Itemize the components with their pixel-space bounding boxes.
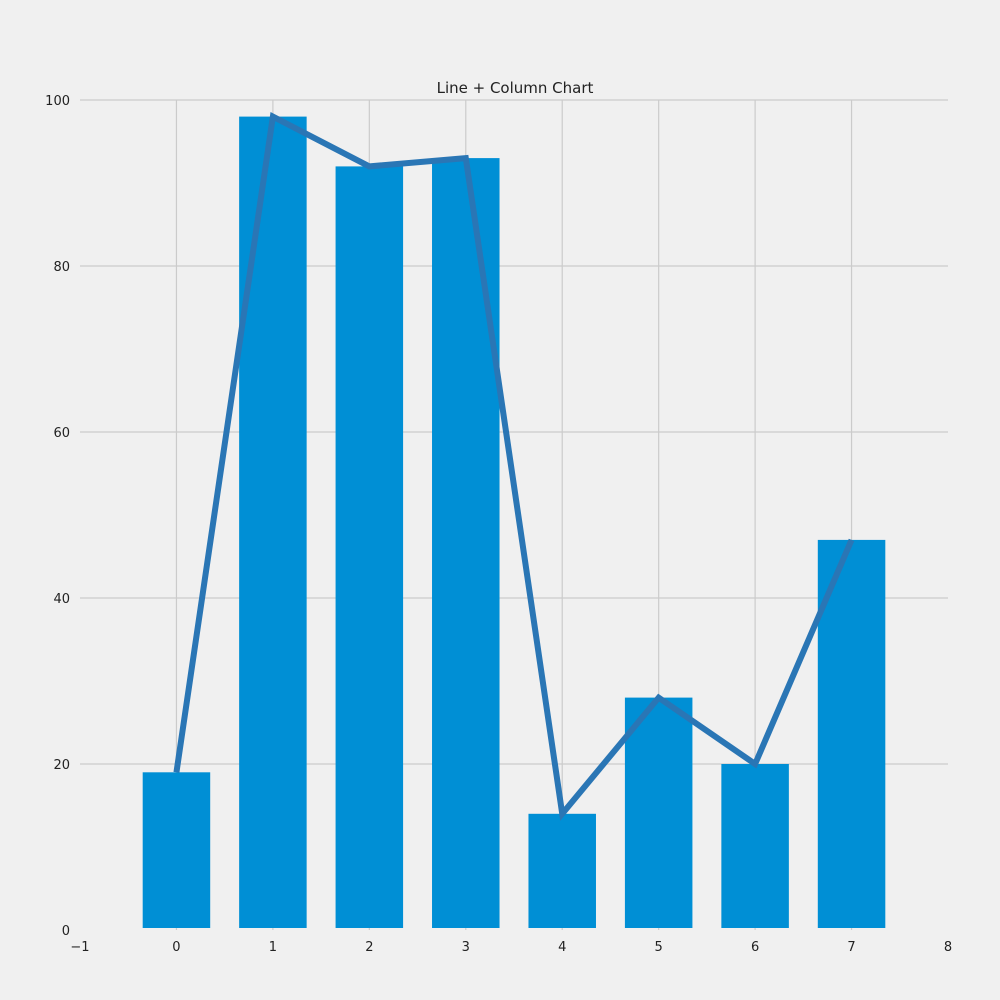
y-tick-label-80: 80 (53, 260, 70, 275)
bar-6 (721, 764, 789, 928)
x-tick-label-0: 0 (172, 940, 180, 955)
bar-5 (624, 697, 693, 928)
bar-2 (335, 166, 404, 928)
bar-3 (432, 158, 500, 929)
y-tick-label-0: 0 (62, 924, 70, 939)
x-tick-label-4: 4 (558, 940, 566, 955)
line-series (173, 112, 855, 821)
bar-1 (239, 116, 307, 929)
chart-title: Line + Column Chart (437, 79, 594, 97)
bars (142, 116, 886, 929)
y-tick-label-60: 60 (53, 426, 70, 441)
x-tick-label-7: 7 (847, 940, 855, 955)
x-tick-label-5: 5 (655, 940, 663, 955)
y-tick-label-20: 20 (53, 758, 70, 773)
x-tick-label--1: −1 (70, 940, 89, 955)
x-tick-label-3: 3 (462, 940, 470, 955)
y-axis-ticks: 0 20 40 60 80 100 (45, 94, 70, 939)
x-tick-label-6: 6 (751, 940, 759, 955)
x-tick-label-2: 2 (365, 940, 373, 955)
y-tick-label-40: 40 (53, 592, 70, 607)
x-tick-label-8: 8 (944, 940, 952, 955)
bar-0 (142, 772, 211, 928)
line-series-path (173, 112, 855, 821)
bar-7 (817, 539, 886, 928)
bar-4 (528, 813, 596, 928)
y-tick-label-100: 100 (45, 94, 70, 109)
x-axis-ticks: −1 0 1 2 3 4 5 6 7 8 (70, 940, 952, 955)
x-tick-label-1: 1 (269, 940, 277, 955)
